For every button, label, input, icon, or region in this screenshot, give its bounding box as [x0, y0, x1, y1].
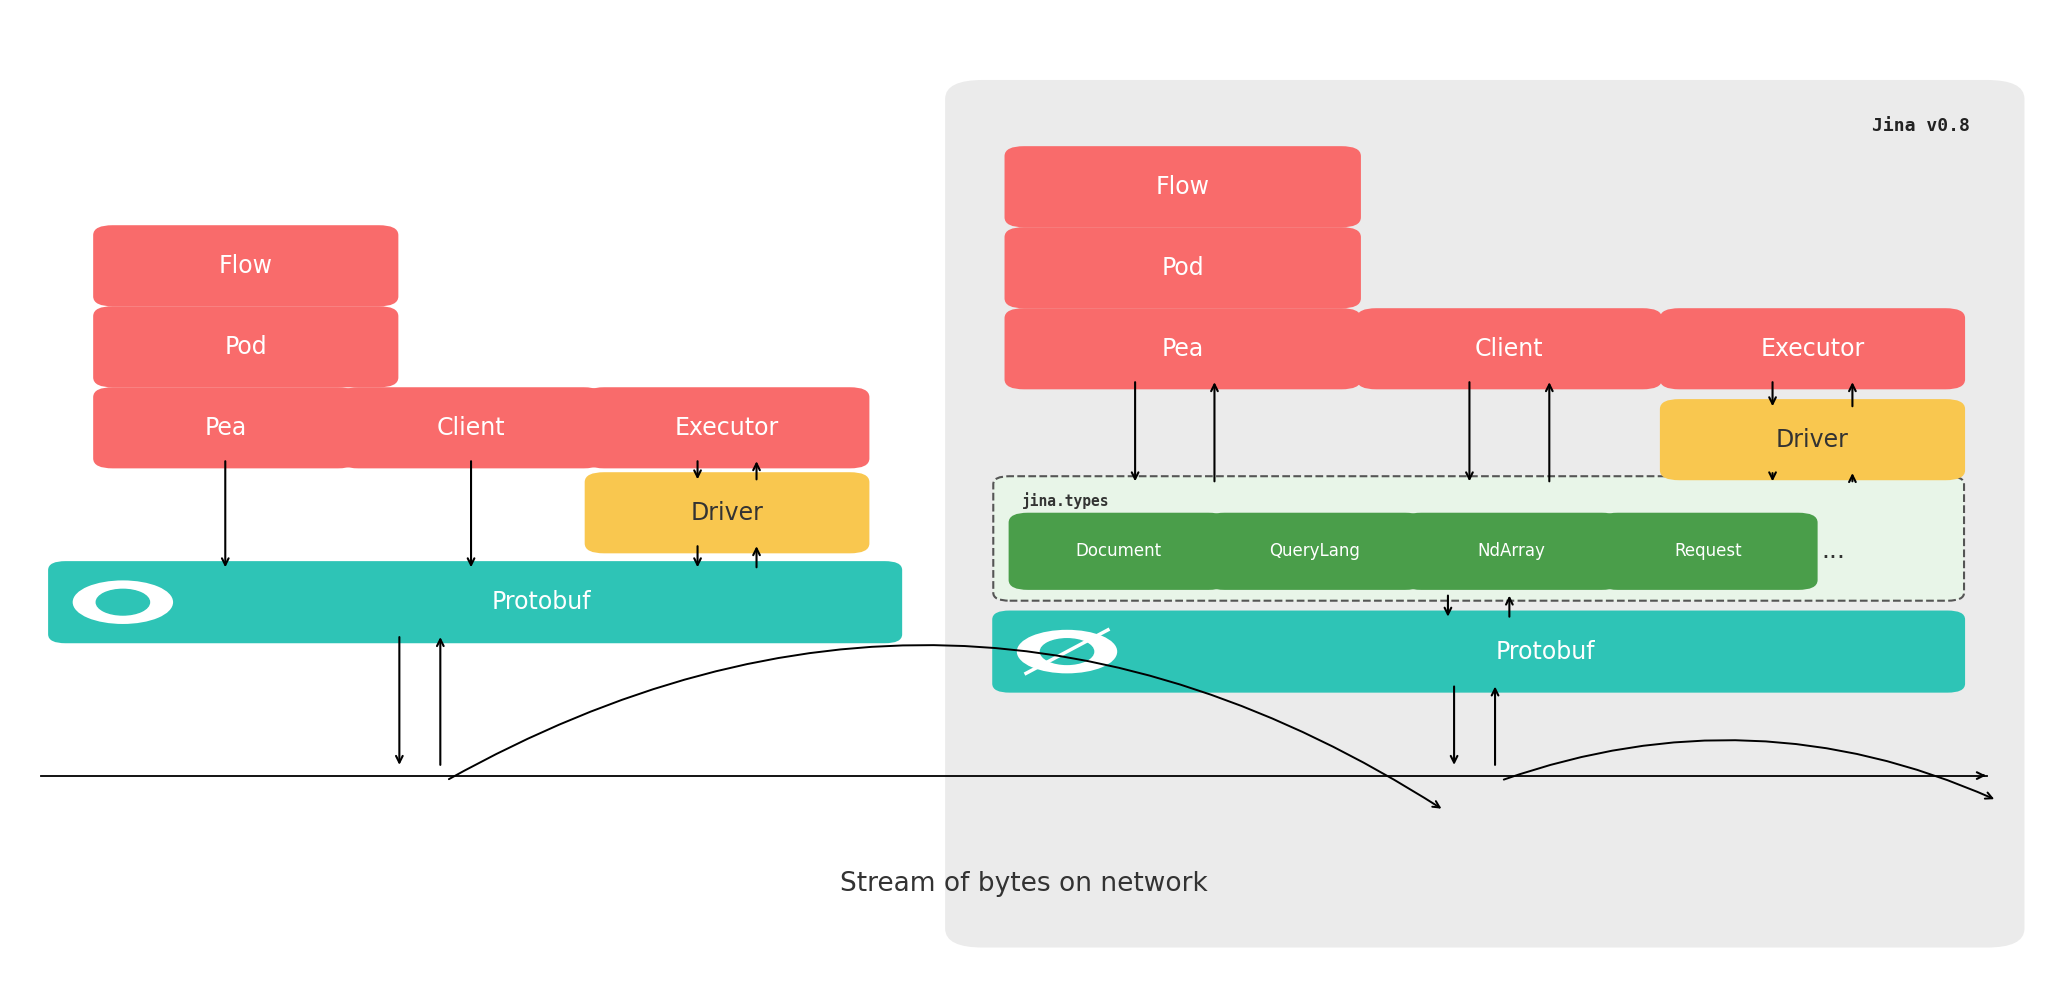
FancyBboxPatch shape: [1599, 514, 1817, 589]
FancyBboxPatch shape: [946, 81, 2023, 947]
FancyBboxPatch shape: [1206, 514, 1423, 589]
Text: Pod: Pod: [225, 335, 266, 359]
FancyBboxPatch shape: [1006, 228, 1360, 307]
Text: Client: Client: [436, 416, 506, 440]
Text: Executor: Executor: [676, 416, 778, 440]
FancyBboxPatch shape: [49, 562, 901, 642]
FancyBboxPatch shape: [1010, 514, 1227, 589]
Text: Jina v0.8: Jina v0.8: [1872, 117, 1970, 134]
FancyArrowPatch shape: [1503, 740, 1993, 798]
FancyBboxPatch shape: [94, 388, 356, 467]
FancyBboxPatch shape: [1006, 147, 1360, 226]
Text: jina.types: jina.types: [1022, 492, 1110, 509]
FancyBboxPatch shape: [1358, 309, 1661, 388]
FancyBboxPatch shape: [340, 388, 602, 467]
FancyBboxPatch shape: [1006, 309, 1360, 388]
Text: NdArray: NdArray: [1477, 542, 1546, 560]
FancyBboxPatch shape: [1661, 400, 1964, 479]
Text: Pea: Pea: [205, 416, 246, 440]
Text: Flow: Flow: [1155, 175, 1210, 199]
FancyBboxPatch shape: [94, 307, 397, 386]
Text: Flow: Flow: [219, 254, 272, 278]
Text: Pod: Pod: [1161, 256, 1204, 280]
FancyBboxPatch shape: [1403, 514, 1620, 589]
Text: QueryLang: QueryLang: [1270, 542, 1360, 560]
Ellipse shape: [74, 581, 172, 623]
Text: Document: Document: [1075, 542, 1161, 560]
Circle shape: [96, 589, 150, 615]
FancyBboxPatch shape: [993, 476, 1964, 601]
Text: Stream of bytes on network: Stream of bytes on network: [840, 871, 1208, 897]
Text: Pea: Pea: [1161, 337, 1204, 361]
Text: ...: ...: [1821, 539, 1845, 563]
Text: Executor: Executor: [1761, 337, 1864, 361]
Text: Driver: Driver: [690, 501, 764, 525]
Text: Protobuf: Protobuf: [1495, 639, 1595, 664]
FancyBboxPatch shape: [94, 226, 397, 305]
FancyBboxPatch shape: [586, 388, 868, 467]
Text: Client: Client: [1475, 337, 1544, 361]
FancyBboxPatch shape: [993, 612, 1964, 692]
Text: Protobuf: Protobuf: [492, 590, 592, 615]
Circle shape: [1040, 639, 1094, 665]
FancyArrowPatch shape: [449, 645, 1440, 807]
Ellipse shape: [1018, 631, 1116, 672]
FancyBboxPatch shape: [1661, 309, 1964, 388]
Text: Request: Request: [1673, 542, 1743, 560]
Text: Driver: Driver: [1776, 428, 1849, 452]
FancyBboxPatch shape: [586, 473, 868, 552]
